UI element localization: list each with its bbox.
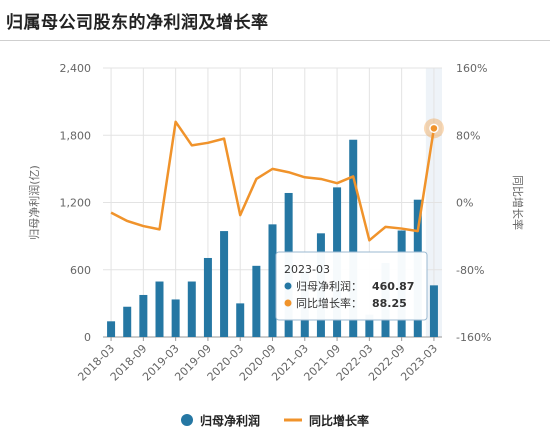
legend-label: 归母净利润: [200, 413, 260, 428]
y-right-tick-label: 80%: [456, 129, 480, 142]
line-point: [430, 124, 438, 132]
bar: [156, 282, 164, 337]
y-right-tick-label: -80%: [456, 264, 484, 277]
tooltip-series-name: 归母净利润：: [296, 279, 362, 293]
tooltip-value: 460.87: [372, 280, 414, 293]
bar: [269, 224, 277, 337]
y-right-tick-label: -160%: [456, 331, 491, 344]
bar: [252, 266, 260, 337]
bar: [236, 303, 244, 337]
tooltip: 2023-03 归母净利润： 460.87 同比增长率： 88.25: [276, 252, 427, 320]
y-left-tick-label: 2,400: [60, 62, 92, 75]
bar: [430, 285, 438, 337]
legend-marker-circle: [181, 414, 193, 426]
bar: [172, 299, 180, 337]
y-right-axis-title: 同比增长率: [511, 175, 525, 230]
y-right-tick-label: 0%: [456, 197, 473, 210]
tooltip-dot: [285, 283, 292, 290]
bar: [188, 282, 196, 337]
legend-label: 同比增长率: [309, 413, 369, 428]
bar: [139, 295, 147, 337]
y-left-tick-label: 1,800: [60, 129, 92, 142]
tooltip-series-name: 同比增长率：: [296, 296, 362, 310]
y-left-axis-title: 归母净利润(亿): [27, 165, 41, 240]
y-right-tick-label: 160%: [456, 62, 487, 75]
y-left-tick-label: 0: [84, 331, 91, 344]
bar: [123, 307, 131, 337]
bar: [107, 321, 115, 337]
bar: [220, 231, 228, 337]
tooltip-value: 88.25: [372, 297, 407, 310]
y-left-tick-label: 600: [70, 264, 91, 277]
legend: 归母净利润 同比增长率: [181, 413, 369, 428]
bar: [204, 258, 212, 337]
tooltip-dot: [285, 300, 292, 307]
y-left-tick-label: 1,200: [60, 197, 92, 210]
tooltip-category: 2023-03: [284, 263, 330, 276]
